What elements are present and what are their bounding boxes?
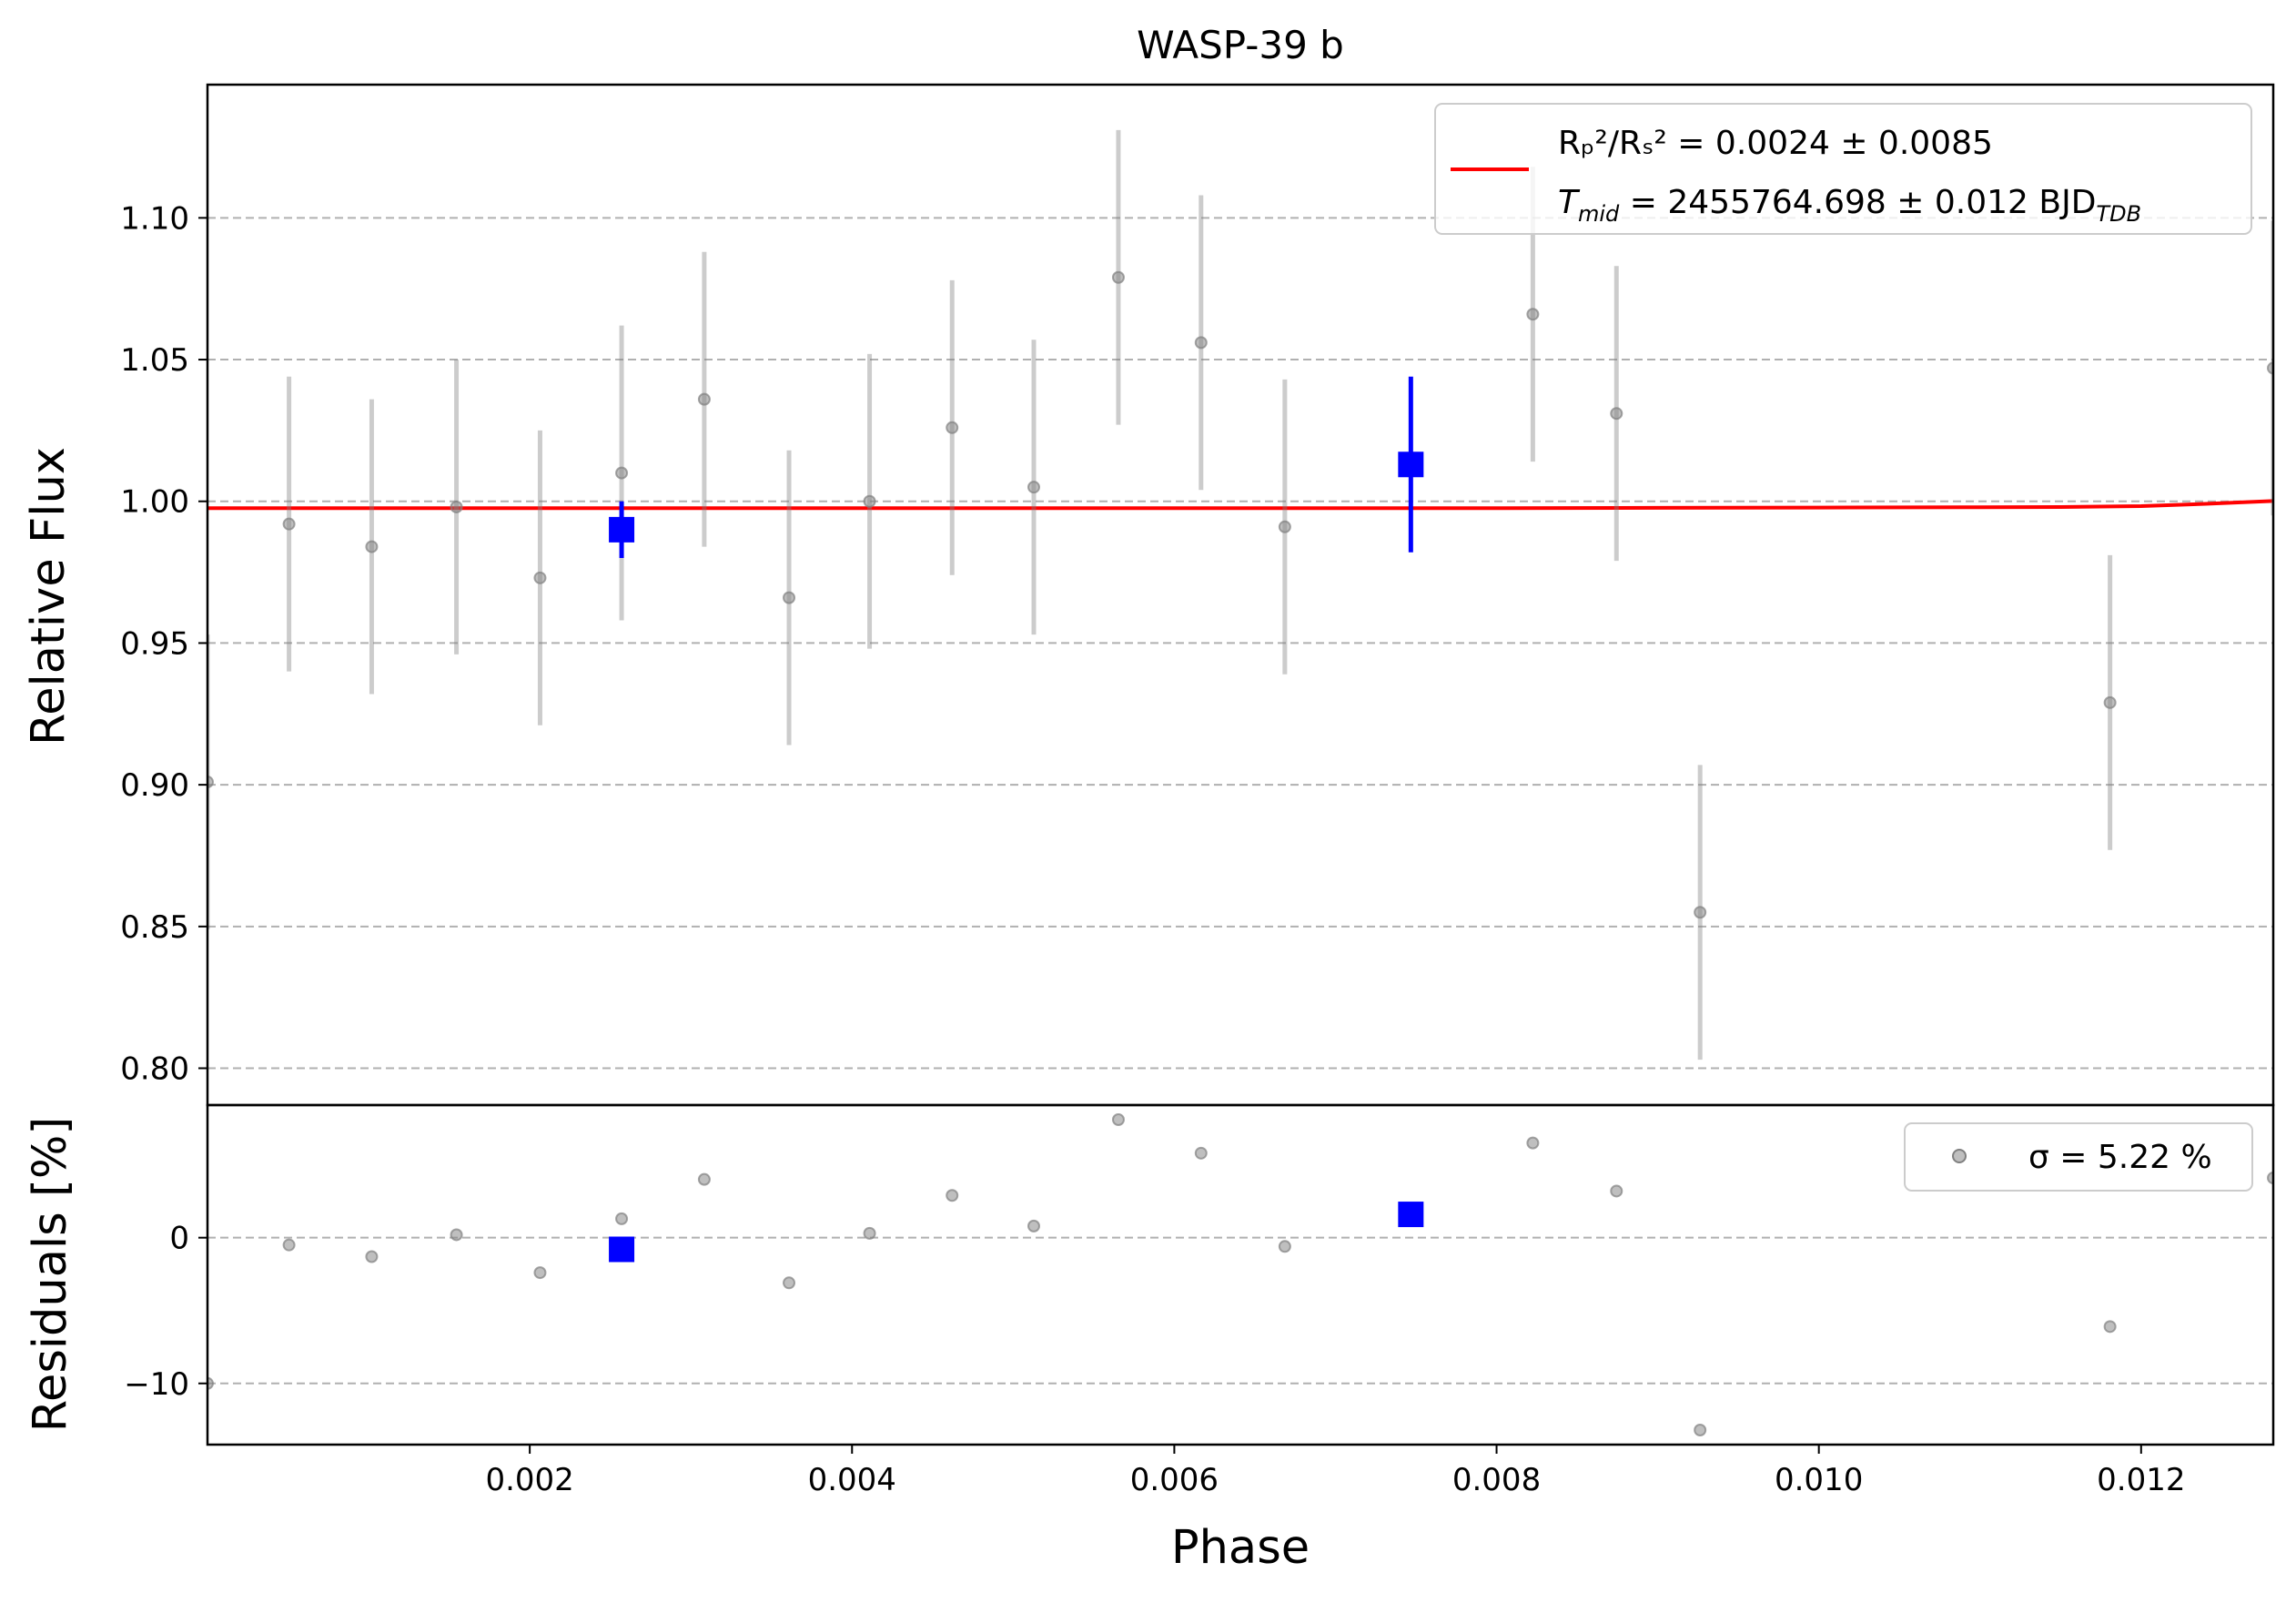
residual-point bbox=[2103, 1320, 2117, 1334]
flux-point bbox=[2267, 361, 2273, 375]
residual-binned-points bbox=[609, 1202, 1424, 1263]
residual-point bbox=[1526, 1136, 1540, 1150]
residual-legend-box bbox=[1904, 1122, 2253, 1192]
flux-point bbox=[1111, 270, 1125, 284]
flux-plot-frame bbox=[206, 83, 2275, 1107]
flux-y-tick-label: 0.85 bbox=[120, 909, 189, 946]
flux-point bbox=[783, 591, 796, 604]
flux-point bbox=[1694, 906, 1707, 919]
x-tick-label: 0.006 bbox=[1130, 1462, 1219, 1498]
residual-point bbox=[1278, 1240, 1291, 1253]
flux-point bbox=[1027, 481, 1040, 494]
flux-point bbox=[282, 517, 296, 531]
x-tick-label: 0.008 bbox=[1452, 1462, 1541, 1498]
flux-binned-points bbox=[609, 376, 1424, 559]
flux-y-tick-label: 0.80 bbox=[120, 1051, 189, 1088]
residual-point bbox=[783, 1276, 796, 1290]
flux-point bbox=[1610, 407, 1623, 421]
legend-tmid-subscript: mid bbox=[1578, 201, 1620, 227]
flux-point bbox=[207, 776, 214, 789]
flux-y-axis-label: Relative Flux bbox=[22, 447, 76, 746]
flux-y-tick-label: 1.00 bbox=[120, 484, 189, 521]
legend-tdb-subscript: TDB bbox=[2096, 201, 2141, 227]
flux-y-ticks: 0.80 0.85 0.90 0.95 1.00 1.05 1.10 bbox=[120, 200, 207, 1088]
residual-point bbox=[946, 1189, 959, 1202]
flux-point bbox=[1194, 336, 1208, 350]
flux-point bbox=[1278, 520, 1291, 533]
residual-point bbox=[697, 1172, 711, 1186]
flux-y-tick-label: 0.90 bbox=[120, 767, 189, 804]
legend-tmid-symbol: T bbox=[1558, 184, 1581, 221]
model-curve bbox=[207, 499, 2273, 511]
flux-y-tick-label: 0.95 bbox=[120, 625, 189, 662]
flux-point bbox=[533, 571, 547, 584]
binned-point bbox=[1398, 451, 1424, 478]
residual-binned-point bbox=[609, 1236, 635, 1263]
flux-legend: Rₚ²/Rₛ² = 0.0024 ± 0.0085 Tmid = 2455764… bbox=[1434, 103, 2252, 235]
residual-point bbox=[1027, 1219, 1040, 1233]
flux-legend-box bbox=[1434, 103, 2252, 235]
flux-y-tick-label: 1.05 bbox=[120, 342, 189, 379]
legend-residual-marker bbox=[1952, 1149, 1967, 1163]
residual-point bbox=[282, 1238, 296, 1252]
flux-gridlines bbox=[207, 217, 2273, 1070]
flux-point bbox=[2103, 695, 2117, 709]
flux-point bbox=[450, 500, 463, 513]
residual-point bbox=[615, 1212, 629, 1225]
flux-point bbox=[1526, 308, 1540, 321]
residual-gridlines bbox=[207, 1236, 2273, 1385]
binned-point bbox=[609, 516, 635, 543]
residual-point bbox=[365, 1250, 379, 1263]
residual-y-tick-label: −10 bbox=[124, 1366, 189, 1403]
residual-y-axis-label: Residuals [%] bbox=[24, 1117, 77, 1432]
residual-plot-frame bbox=[206, 1103, 2275, 1446]
x-axis-label: Phase bbox=[1171, 1521, 1310, 1575]
residual-point bbox=[1111, 1113, 1125, 1127]
residual-binned-point bbox=[1398, 1202, 1424, 1228]
x-ticks: 0.002 0.004 0.006 0.008 0.010 0.012 bbox=[485, 1445, 2185, 1498]
legend-tmid-value: = 2455764.698 ± 0.012 BJD bbox=[1619, 184, 2096, 221]
flux-point bbox=[697, 392, 711, 406]
legend-tmid-text: Tmid = 2455764.698 ± 0.012 BJDTDB bbox=[1558, 184, 2141, 227]
residual-point bbox=[1610, 1184, 1623, 1198]
residual-point bbox=[1694, 1423, 1707, 1436]
flux-data-points bbox=[207, 129, 2273, 1060]
x-tick-label: 0.012 bbox=[2097, 1462, 2185, 1498]
x-tick-label: 0.010 bbox=[1775, 1462, 1863, 1498]
residual-data-points bbox=[207, 1113, 2273, 1436]
flux-point bbox=[863, 494, 876, 508]
x-tick-label: 0.002 bbox=[485, 1462, 573, 1498]
chart-title: WASP-39 b bbox=[1137, 23, 1344, 67]
model-curve-line bbox=[207, 499, 2273, 511]
residual-legend: σ = 5.22 % bbox=[1904, 1122, 2253, 1192]
residual-point bbox=[2267, 1172, 2273, 1185]
flux-point bbox=[946, 421, 959, 434]
flux-y-tick-label: 1.10 bbox=[120, 200, 189, 237]
residual-point bbox=[207, 1376, 214, 1390]
flux-point bbox=[615, 466, 629, 480]
residual-point bbox=[1194, 1146, 1208, 1160]
residual-point bbox=[863, 1226, 876, 1240]
residual-y-tick-label: 0 bbox=[169, 1221, 189, 1257]
residual-point bbox=[533, 1266, 547, 1280]
flux-point bbox=[365, 540, 379, 553]
legend-rp-rs-text: Rₚ²/Rₛ² = 0.0024 ± 0.0085 bbox=[1558, 125, 1993, 162]
residual-y-ticks: −10 0 bbox=[124, 1221, 207, 1403]
x-tick-label: 0.004 bbox=[808, 1462, 896, 1498]
legend-sigma-text: σ = 5.22 % bbox=[2028, 1139, 2212, 1176]
residual-point bbox=[450, 1228, 463, 1242]
